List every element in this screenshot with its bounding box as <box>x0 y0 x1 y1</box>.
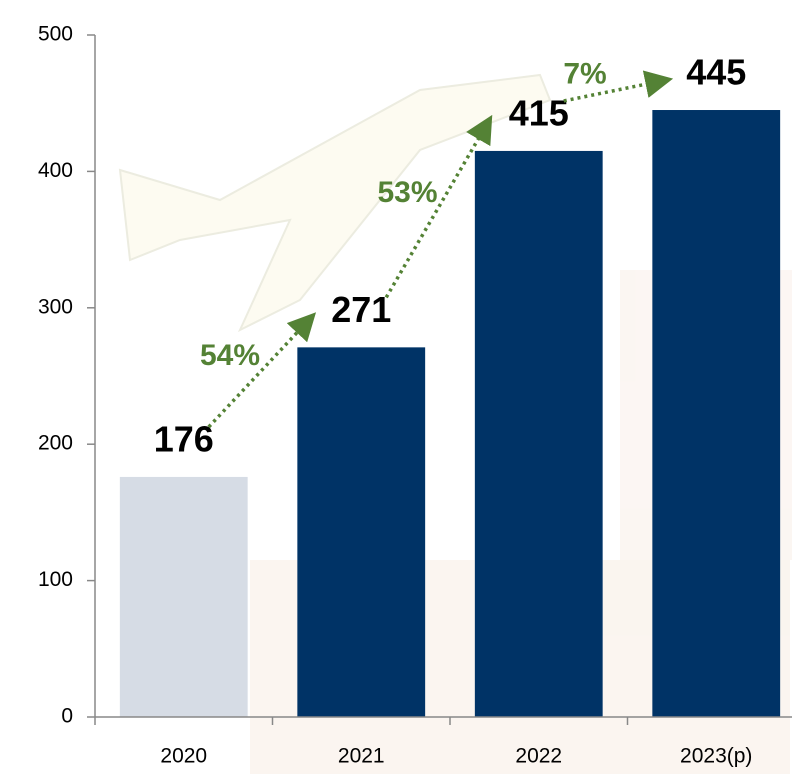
value-label: 271 <box>331 289 391 330</box>
y-tick-label: 400 <box>38 159 73 182</box>
growth-label: 7% <box>563 57 606 90</box>
x-tick-label: 2023(p) <box>680 745 752 768</box>
y-tick-label: 0 <box>61 705 73 728</box>
growth-label: 53% <box>377 176 437 209</box>
bar <box>474 150 603 717</box>
value-label: 415 <box>509 92 569 133</box>
growth-label: 54% <box>200 339 260 372</box>
y-tick-label: 100 <box>38 568 73 591</box>
y-tick-label: 500 <box>38 23 73 46</box>
bar <box>297 347 426 717</box>
growth-arrow <box>384 114 493 299</box>
y-tick-label: 300 <box>38 295 73 318</box>
value-label: 176 <box>154 418 214 459</box>
x-tick-label: 2022 <box>515 745 562 768</box>
bar <box>119 476 248 717</box>
x-tick-label: 2021 <box>338 745 385 768</box>
x-tick-label: 2020 <box>160 745 207 768</box>
value-label: 445 <box>686 52 746 93</box>
bar <box>652 110 781 717</box>
growth-arrow <box>207 312 317 429</box>
y-tick-label: 200 <box>38 432 73 455</box>
